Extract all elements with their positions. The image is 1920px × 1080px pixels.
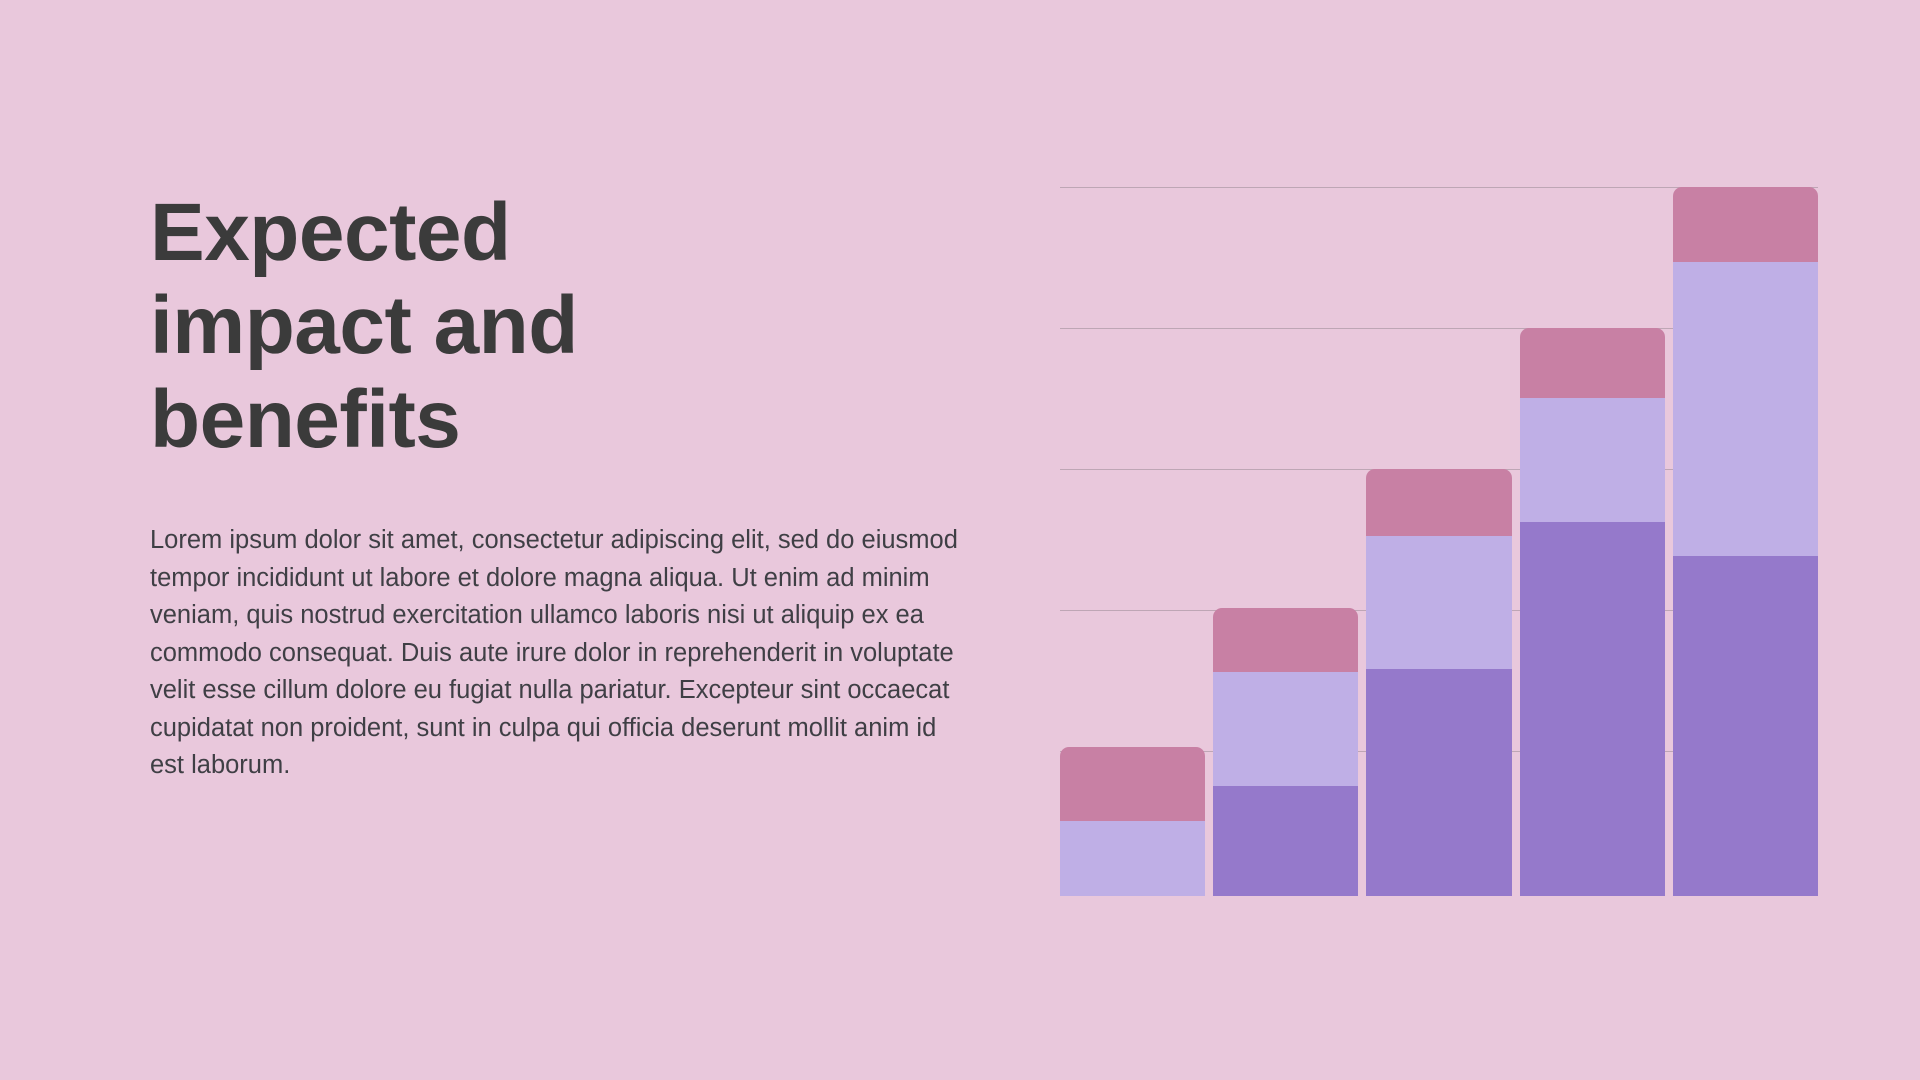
bar-group-2[interactable] — [1213, 608, 1359, 896]
bar-segment-middle — [1519, 398, 1665, 522]
bar-segment-bottom — [1213, 786, 1359, 896]
bar-segment-middle — [1213, 672, 1359, 786]
page-title: Expected impact and benefits — [150, 187, 578, 465]
bar-group-5[interactable] — [1672, 187, 1819, 896]
chart-bars — [1060, 186, 1819, 896]
bar-segment-bottom — [1519, 522, 1665, 896]
bar-segment-middle — [1366, 536, 1512, 669]
bar-group-1[interactable] — [1060, 747, 1206, 896]
bar-segment-bottom — [1672, 556, 1819, 896]
bar-segment-top — [1060, 747, 1206, 821]
bar-group-4[interactable] — [1519, 328, 1665, 896]
bar-segment-top — [1519, 328, 1665, 398]
bar-segment-top — [1366, 469, 1512, 536]
body-paragraph: Lorem ipsum dolor sit amet, consectetur … — [150, 526, 958, 780]
stacked-bar-chart — [1060, 186, 1819, 896]
bar-segment-middle — [1060, 821, 1206, 896]
text-column: Expected impact and benefits Lorem ipsum… — [150, 186, 990, 785]
bar-segment-top — [1213, 608, 1359, 672]
bar-segment-bottom — [1366, 669, 1512, 896]
bar-segment-top — [1672, 187, 1819, 262]
bar-segment-middle — [1672, 262, 1819, 556]
bar-group-3[interactable] — [1366, 469, 1512, 896]
